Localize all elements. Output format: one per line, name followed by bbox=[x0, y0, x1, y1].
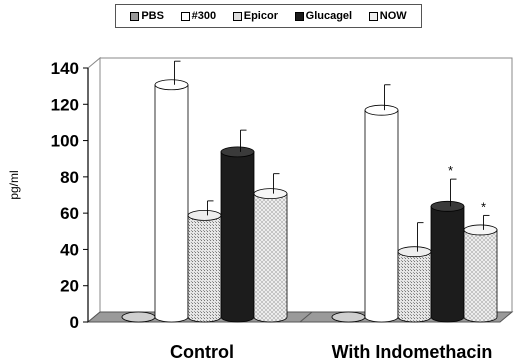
bar-now-control bbox=[253, 173, 288, 323]
bar-top bbox=[463, 224, 498, 236]
legend-label-now: NOW bbox=[379, 10, 407, 22]
legend-item-epicor: Epicor bbox=[232, 10, 278, 22]
bar-top bbox=[154, 79, 189, 91]
significance-marker: * bbox=[448, 163, 453, 178]
legend: PBS #300 Epicor Glucagel NOW bbox=[115, 4, 422, 28]
legend-label-glucagel: Glucagel bbox=[305, 10, 353, 22]
bar-300-indomethacin bbox=[364, 84, 399, 323]
bar-body bbox=[463, 229, 498, 323]
bar-top bbox=[397, 246, 432, 258]
y-tick-label: 120 bbox=[51, 95, 79, 114]
bar-epicor-control bbox=[187, 200, 222, 323]
bar-pbs-control bbox=[121, 311, 156, 323]
bar-top bbox=[220, 146, 255, 158]
group-divider bbox=[299, 311, 313, 323]
bar-body bbox=[154, 84, 189, 323]
y-tick-label: 140 bbox=[51, 59, 79, 78]
bar-now-indomethacin: * bbox=[463, 199, 498, 323]
bar-top bbox=[364, 104, 399, 116]
bar-top bbox=[331, 311, 366, 323]
legend-item-300: #300 bbox=[180, 10, 217, 22]
bar-top bbox=[187, 209, 222, 221]
significance-marker: * bbox=[481, 199, 486, 214]
x-category-label: With Indomethacin bbox=[332, 342, 493, 362]
bar-top bbox=[121, 311, 156, 323]
legend-label-300: #300 bbox=[191, 10, 217, 22]
x-axis: Control With Indomethacin bbox=[170, 342, 492, 362]
legend-label-epicor: Epicor bbox=[243, 10, 278, 22]
bar-top bbox=[253, 188, 288, 200]
y-tick-label: 40 bbox=[60, 240, 79, 259]
bar-glucagel-control bbox=[220, 129, 255, 323]
bar-body bbox=[220, 151, 255, 323]
bar-body bbox=[430, 205, 465, 323]
legend-swatch-300 bbox=[180, 11, 190, 21]
y-tick-label: 60 bbox=[60, 204, 79, 223]
y-tick-label: 0 bbox=[70, 313, 79, 332]
x-category-label: Control bbox=[170, 342, 234, 362]
side-wall bbox=[87, 56, 101, 324]
legend-item-pbs: PBS bbox=[130, 10, 164, 22]
legend-swatch-glucagel bbox=[294, 11, 304, 21]
bar-body bbox=[397, 251, 432, 323]
legend-item-now: NOW bbox=[368, 10, 407, 22]
bar-top bbox=[430, 200, 465, 212]
y-axis-label: pg/ml bbox=[7, 170, 21, 200]
legend-swatch-pbs bbox=[130, 11, 140, 21]
bars: ** bbox=[121, 60, 498, 323]
legend-item-glucagel: Glucagel bbox=[294, 10, 353, 22]
bar-glucagel-indomethacin: * bbox=[430, 163, 465, 323]
y-axis: 0 20 40 60 80 100 120 140 bbox=[51, 59, 88, 332]
legend-swatch-now bbox=[368, 11, 378, 21]
bar-body bbox=[253, 193, 288, 323]
bar-pbs-indomethacin bbox=[331, 311, 366, 323]
legend-swatch-epicor bbox=[232, 11, 242, 21]
legend-label-pbs: PBS bbox=[141, 10, 164, 22]
y-tick-label: 80 bbox=[60, 168, 79, 187]
bar-300-control bbox=[154, 60, 189, 323]
bar-body bbox=[364, 109, 399, 323]
y-tick-label: 20 bbox=[60, 277, 79, 296]
bar-body bbox=[187, 215, 222, 323]
y-tick-label: 100 bbox=[51, 132, 79, 151]
